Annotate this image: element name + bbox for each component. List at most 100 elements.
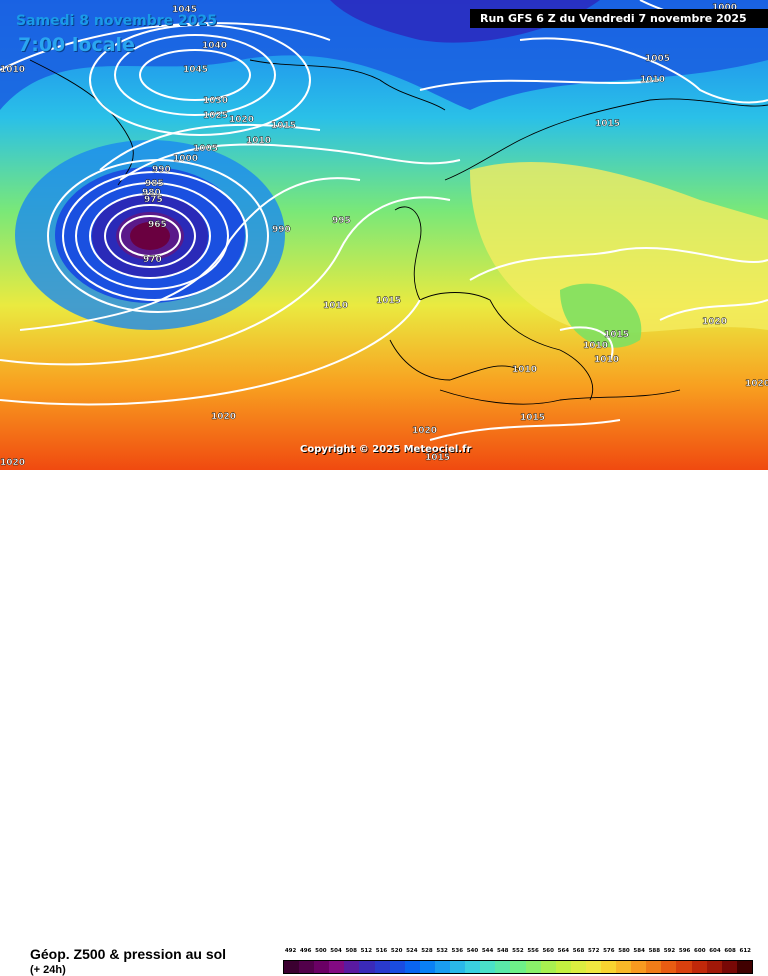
isobar-label: 1045 <box>183 65 208 75</box>
legend-tick-label: 536 <box>451 948 464 954</box>
isobar-label: 990 <box>152 165 171 175</box>
legend-tick-label: 500 <box>315 948 327 954</box>
isobar-labels: 1045 1040 1045 1030 1025 1020 1015 1010 … <box>0 3 768 468</box>
coastlines <box>29 59 768 405</box>
isobar-label: 1020 <box>229 115 254 125</box>
isobar-label: 1015 <box>271 121 296 131</box>
legend-tick-label: 512 <box>360 948 373 954</box>
legend-tick-label: 504 <box>330 948 342 954</box>
isobar-label: 1010 <box>583 341 608 351</box>
legend-tick-label: 604 <box>709 948 721 954</box>
forecast-date: Samedi 8 novembre 2025 <box>16 13 217 29</box>
isobar-label: 970 <box>143 255 162 265</box>
isobar-label: 1020 <box>412 426 437 436</box>
legend-tick-label: 556 <box>527 948 539 954</box>
legend-swatch <box>616 961 632 973</box>
legend-tick-label: 592 <box>663 948 676 954</box>
isobar-label: 1045 <box>172 5 197 15</box>
legend-swatch <box>600 961 617 973</box>
legend-swatch <box>404 961 420 973</box>
isobar-label: 1020 <box>745 379 768 389</box>
legend-swatch <box>721 961 737 973</box>
legend-tick-label: 520 <box>390 948 403 954</box>
forecast-time: 7:00 locale <box>18 34 135 56</box>
legend-area: Géop. Z500 & pression au sol (+ 24h) 492… <box>0 470 768 976</box>
legend-tick-label: 544 <box>481 948 494 954</box>
legend-swatch <box>570 961 586 973</box>
legend-swatch <box>676 961 692 973</box>
isobar-label: 1015 <box>376 296 401 306</box>
legend-tick-label: 612 <box>739 948 751 954</box>
legend-tick-label: 560 <box>542 948 554 954</box>
copyright: Copyright © 2025 Meteociel.fr <box>300 444 472 455</box>
isobar-label: 1020 <box>211 412 236 422</box>
isobar-label: 1030 <box>203 96 228 106</box>
isobar-label: 1010 <box>323 301 348 311</box>
isobar-label: 1010 <box>594 355 619 365</box>
color-legend: 492 496 500 504 508 512 516 520 524 528 532 536 540 5… <box>283 948 753 976</box>
legend-swatch <box>329 961 345 973</box>
legend-swatch <box>646 961 662 973</box>
isobar-label: 1010 <box>512 365 537 375</box>
legend-tick-label: 608 <box>724 948 736 954</box>
legend-swatch <box>706 961 722 973</box>
legend-tick-label: 532 <box>436 948 448 954</box>
legend-swatch <box>540 961 556 973</box>
legend-tick-label: 516 <box>375 948 388 954</box>
isobar-label: 1015 <box>425 453 450 463</box>
legend-tick-label: 524 <box>406 948 418 954</box>
isobar-label: 1015 <box>604 330 629 340</box>
legend-swatch <box>736 961 752 973</box>
legend-tick-label: 572 <box>587 948 600 954</box>
isobar-label: 1020 <box>702 317 727 327</box>
isobar-label: 1040 <box>202 41 227 51</box>
isobar-label: 1010 <box>640 75 665 85</box>
isobar-label: 980 <box>142 188 161 198</box>
isobar-label: 1020 <box>0 458 25 468</box>
isobar-label: 1015 <box>595 119 620 129</box>
map-title: Géop. Z500 & pression au sol <box>30 946 227 962</box>
legend-swatch <box>691 961 707 973</box>
legend-swatch <box>344 961 360 973</box>
isobar-label: 985 <box>145 179 164 189</box>
legend-swatch <box>661 961 677 973</box>
legend-swatch <box>585 961 601 973</box>
legend-tick-label: 508 <box>345 948 357 954</box>
legend-swatch <box>314 961 330 973</box>
weather-map: 1045 1040 1045 1030 1025 1020 1015 1010 … <box>0 0 768 470</box>
legend-bar <box>283 960 753 974</box>
legend-swatch <box>480 961 496 973</box>
legend-swatch <box>525 961 541 973</box>
isobar-label: 1005 <box>193 144 218 154</box>
legend-swatch <box>555 961 571 973</box>
legend-tick-label: 492 <box>284 948 297 954</box>
legend-tick-label: 552 <box>512 948 524 954</box>
legend-tick-label: 540 <box>466 948 479 954</box>
isobar-label: 1000 <box>712 3 737 13</box>
legend-tick-label: 576 <box>603 948 615 954</box>
legend-tick-label: 584 <box>633 948 645 954</box>
map-canvas: 1045 1040 1045 1030 1025 1020 1015 1010 … <box>0 0 768 470</box>
legend-swatch <box>284 961 300 973</box>
legend-swatch <box>495 961 511 973</box>
legend-ticks: 492 496 500 504 508 512 516 520 524 528 532 536 540 5… <box>283 948 753 958</box>
legend-swatch <box>374 961 390 973</box>
legend-swatch <box>465 961 481 973</box>
isobars <box>0 0 768 441</box>
legend-tick-label: 580 <box>618 948 630 954</box>
isobar-label: 965 <box>148 220 167 230</box>
low-center <box>130 222 170 250</box>
legend-swatch <box>419 961 435 973</box>
legend-swatch <box>434 961 451 973</box>
legend-swatch <box>450 961 466 973</box>
legend-tick-label: 600 <box>694 948 706 954</box>
isobar-label: 975 <box>144 195 163 205</box>
legend-tick-label: 564 <box>557 948 570 954</box>
legend-swatch <box>299 961 315 973</box>
isobar-label: 1025 <box>203 111 228 121</box>
run-info: Run GFS 6 Z du Vendredi 7 novembre 2025 <box>470 9 768 28</box>
legend-tick-label: 548 <box>497 948 509 954</box>
isobar-label: 995 <box>332 216 351 226</box>
legend-tick-label: 588 <box>648 948 661 954</box>
isobar-label: 1015 <box>520 413 545 423</box>
